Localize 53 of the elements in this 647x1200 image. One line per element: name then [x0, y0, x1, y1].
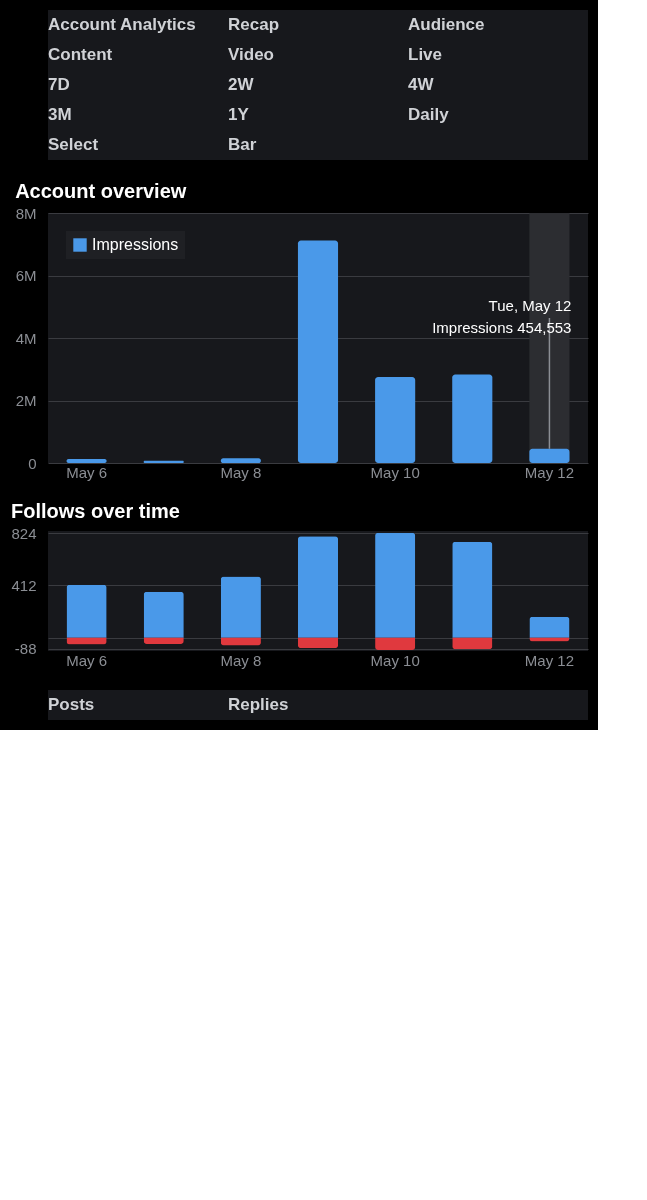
x-tick-label: May 8	[220, 651, 262, 669]
x-tick-label: May 10	[370, 651, 420, 669]
text: Posts	[48, 695, 95, 714]
text: Video	[228, 45, 274, 64]
bar	[529, 448, 570, 463]
y-tick-label: 4M	[15, 329, 37, 347]
bar	[297, 637, 339, 649]
bar	[375, 532, 416, 638]
bar	[143, 460, 184, 463]
text: 3M	[48, 105, 72, 124]
bar	[375, 377, 416, 463]
text: Content	[48, 45, 113, 64]
text: Select	[48, 135, 99, 154]
bar	[452, 637, 493, 650]
text: Bar	[228, 135, 257, 154]
x-tick-label: May 6	[66, 651, 107, 669]
text: Recap	[228, 15, 280, 34]
x-tick-label: May 10	[370, 463, 420, 481]
x-tick-label: May 6	[66, 463, 107, 481]
bar	[297, 536, 339, 638]
bar	[297, 240, 339, 463]
bar	[220, 576, 261, 638]
bar	[66, 584, 107, 638]
text: 4W	[408, 75, 435, 94]
y-tick-label: 412	[11, 576, 37, 594]
bar	[66, 458, 107, 463]
bar	[220, 458, 261, 463]
text: 1Y	[228, 105, 250, 124]
bar	[452, 541, 493, 638]
x-tick-label: May 12	[524, 651, 575, 669]
y-tick-label: 2M	[15, 392, 37, 409]
annotation: Tue, May 12 Impressions 454,553	[432, 297, 572, 336]
bar	[452, 374, 493, 463]
chart-title: Account overview	[15, 180, 187, 202]
text: Audience	[408, 15, 485, 34]
bar	[375, 637, 416, 651]
y-tick-label: 8M	[15, 204, 37, 222]
x-tick-label: May 12	[524, 463, 575, 481]
text: Live	[408, 45, 443, 64]
y-tick-label: 6M	[15, 267, 37, 284]
text: Replies	[228, 695, 289, 714]
text: 7D	[48, 75, 70, 94]
bar	[143, 591, 184, 638]
bar	[529, 616, 570, 638]
text: 2W	[228, 75, 255, 94]
y-tick-label: 824	[11, 524, 37, 542]
x-tick-label: May 8	[220, 463, 262, 481]
chart-title: Follows over time	[10, 500, 180, 523]
legend-label: Impressions	[92, 236, 179, 253]
text: Account Analytics	[48, 15, 196, 34]
y-tick-label: -88	[14, 640, 37, 658]
y-tick-label: 0	[28, 454, 37, 472]
text: Daily	[408, 105, 450, 124]
